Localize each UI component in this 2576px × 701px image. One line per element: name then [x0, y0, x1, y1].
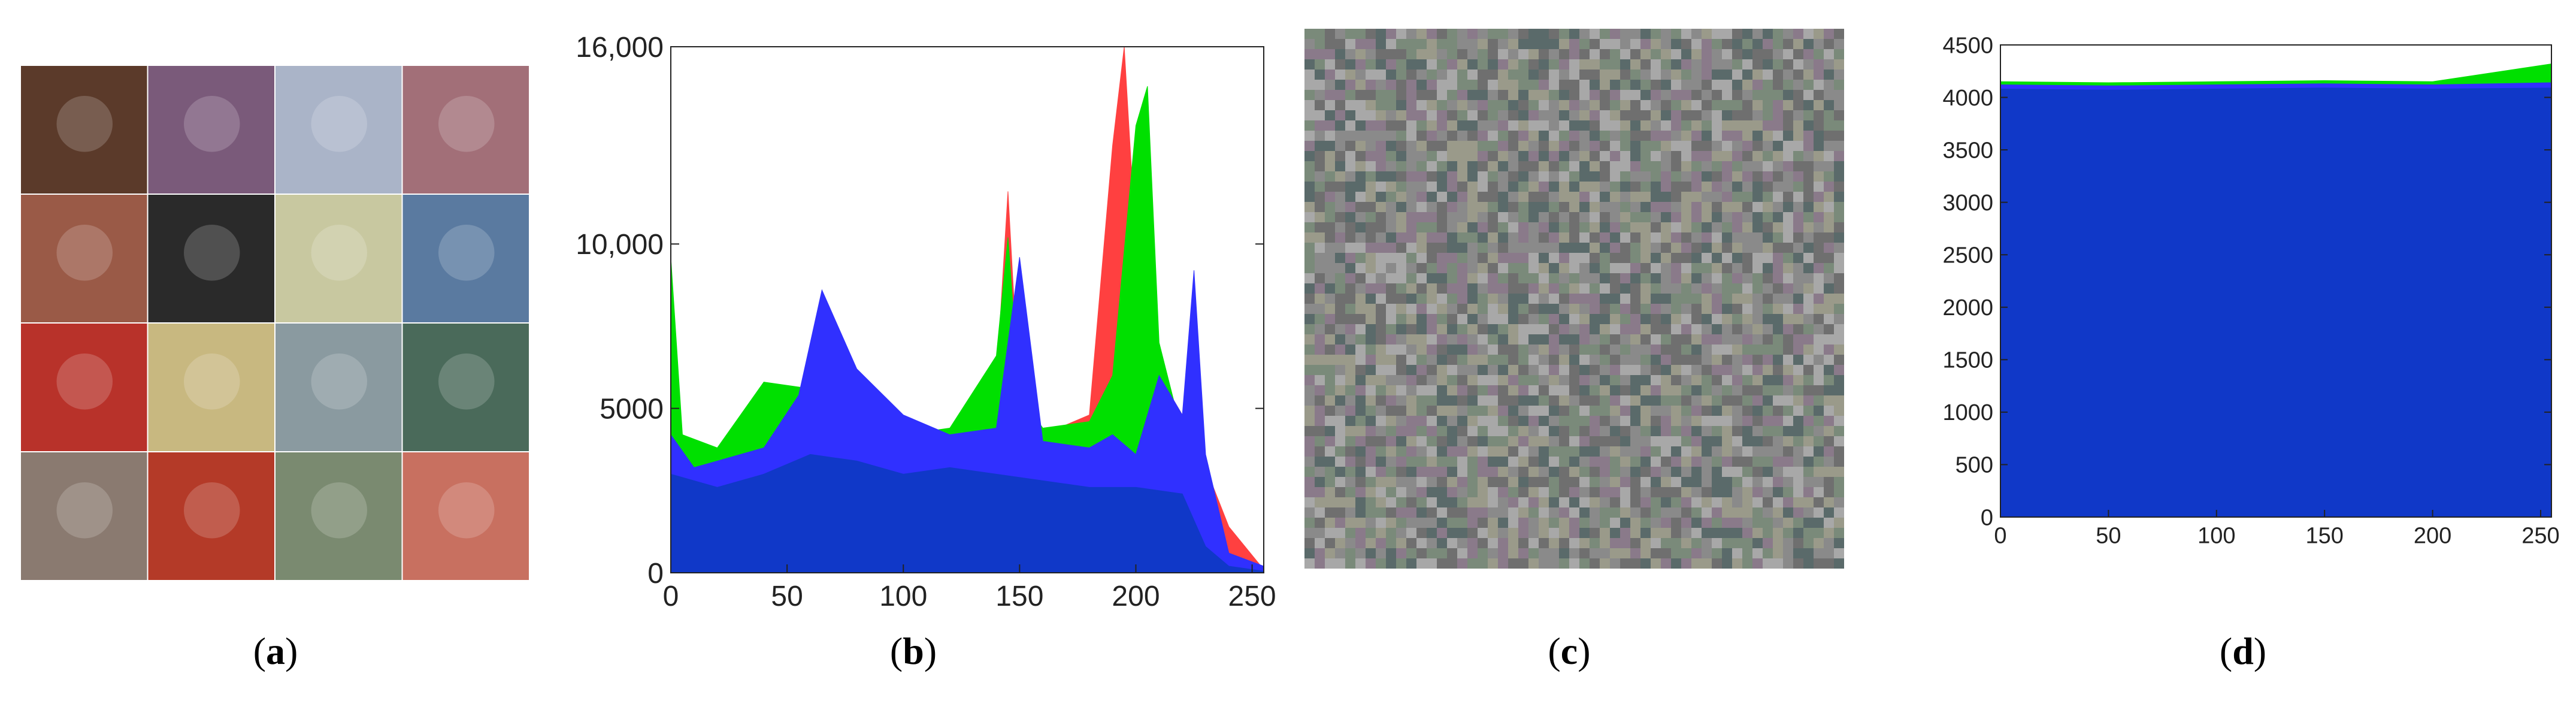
mosaic-tile — [276, 195, 402, 322]
mosaic-tile — [402, 195, 529, 322]
caption-a: (a) — [253, 630, 298, 672]
x-tick-label: 50 — [771, 581, 803, 612]
y-tick-label: 3500 — [1942, 138, 1993, 163]
histogram-chart-b: 0 50 100 150 200 250 0 5000 10,000 16,000 — [576, 32, 1276, 612]
x-tick-label: 200 — [1112, 581, 1160, 612]
x-tick-label: 0 — [1994, 524, 2006, 549]
mosaic-tile — [148, 66, 274, 194]
y-tick-label: 500 — [1956, 453, 1993, 478]
y-tick-label: 3000 — [1942, 191, 1993, 216]
plot-frame — [2000, 44, 2552, 518]
x-tick-label: 250 — [2521, 524, 2559, 549]
y-tick-label: 1500 — [1942, 348, 1993, 373]
y-tick-label: 16,000 — [576, 32, 664, 64]
mosaic-tile — [21, 195, 147, 322]
y-tick-label: 0 — [1981, 505, 1993, 530]
mosaic-tile — [148, 324, 274, 451]
y-tick-label: 2500 — [1942, 243, 1993, 268]
x-tick-label: 250 — [1228, 581, 1276, 612]
plot-frame — [670, 46, 1264, 573]
series-area-2 — [2000, 87, 2552, 518]
y-tick-label: 5000 — [600, 393, 664, 425]
x-tick-label: 200 — [2414, 524, 2451, 549]
x-tick-label: 0 — [663, 581, 679, 612]
panel-c — [1304, 29, 1844, 569]
mosaic-tile — [276, 66, 402, 194]
mosaic-tile — [402, 452, 529, 580]
noise-pixels — [1304, 29, 1844, 569]
panel-d: 0 50 100 150 200 250 0 500 1000 1500 2000 2500 3000 3… — [1941, 24, 2575, 563]
image-mosaic — [21, 66, 529, 580]
caption-b: (b) — [889, 630, 937, 672]
panel-b: 0 50 100 150 200 250 0 5000 10,000 16,000 — [563, 24, 1282, 629]
x-tick-label: 50 — [2096, 524, 2121, 549]
x-tick-label: 100 — [879, 581, 927, 612]
mosaic-tile — [276, 324, 402, 451]
mosaic-tile — [148, 195, 274, 322]
y-tick-label: 4000 — [1942, 86, 1993, 111]
mosaic-tile — [276, 452, 402, 580]
caption-d: (d) — [2219, 630, 2267, 672]
y-tick-label: 0 — [647, 558, 664, 590]
mosaic-tile — [21, 66, 147, 194]
mosaic-tile — [402, 66, 529, 194]
y-tick-label: 1000 — [1942, 400, 1993, 425]
y-tick-label: 10,000 — [576, 229, 664, 261]
caption-c: (c) — [1548, 630, 1591, 672]
encrypted-noise-image — [1304, 29, 1844, 569]
mosaic-tile — [148, 452, 274, 580]
series-area-3 — [670, 454, 1264, 573]
y-tick-label: 4500 — [1942, 33, 1993, 58]
panel-a — [21, 66, 530, 581]
y-tick-label: 2000 — [1942, 295, 1993, 321]
histogram-chart-d: 0 50 100 150 200 2500500100015002000250030003… — [1942, 33, 2559, 549]
x-tick-label: 150 — [2305, 524, 2343, 549]
x-tick-label: 100 — [2197, 524, 2235, 549]
mosaic-tile — [402, 324, 529, 451]
mosaic-tile — [21, 452, 147, 580]
mosaic-tile — [21, 324, 147, 451]
x-tick-label: 150 — [995, 581, 1043, 612]
